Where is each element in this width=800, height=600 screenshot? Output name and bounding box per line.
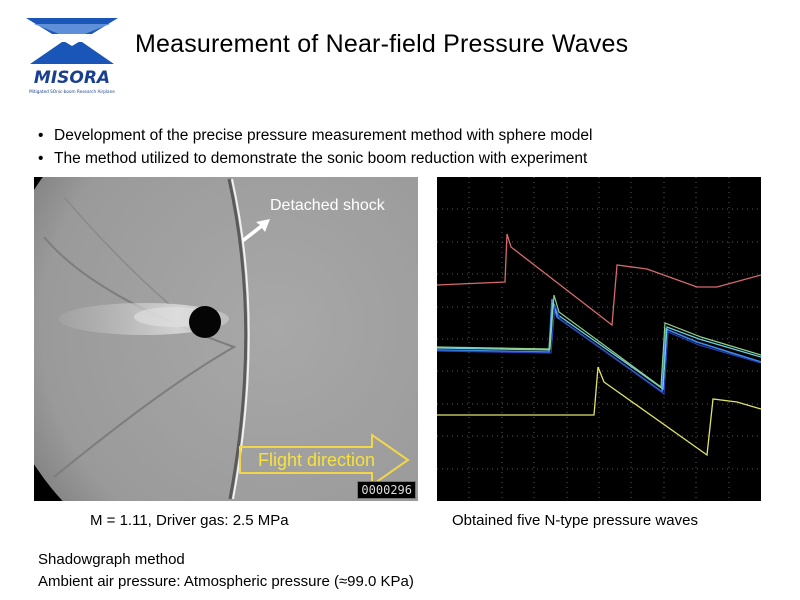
oscilloscope-display [437,177,761,501]
bullet-item: • The method utilized to demonstrate the … [38,150,588,167]
logo-tagline: Mitigated SOnic-boom Research Airplane [29,89,115,94]
trace-yellow [437,366,761,457]
notes: Shadowgraph method Ambient air pressure:… [38,549,414,593]
trace-navy [437,304,761,396]
bullet-text: Development of the precise pressure meas… [54,127,593,144]
trace-green [437,294,761,389]
note-line: Ambient air pressure: Atmospheric pressu… [38,573,414,590]
flight-direction-label: Flight direction [258,450,376,470]
shadowgraph-image: Detached shock Flight direction 0000296 [34,177,418,501]
detached-shock-label: Detached shock [270,197,385,214]
frame-counter: 0000296 [357,481,416,499]
oscilloscope-caption: Obtained five N-type pressure waves [452,512,698,529]
shadowgraph-caption: M = 1.11, Driver gas: 2.5 MPa [90,512,289,529]
bullet-item: • Development of the precise pressure mea… [38,127,593,144]
page-title: Measurement of Near-field Pressure Waves [135,30,629,58]
trace-cyan [437,301,761,391]
trace-red [437,233,761,327]
bullet-list: • Development of the precise pressure mea… [38,124,592,170]
bullet-text: The method utilized to demonstrate the s… [54,150,588,167]
note-line: Shadowgraph method [38,551,185,568]
misora-logo: MISORA Mitigated SOnic-boom Research Air… [22,14,122,98]
logo-brand: MISORA [34,68,110,88]
